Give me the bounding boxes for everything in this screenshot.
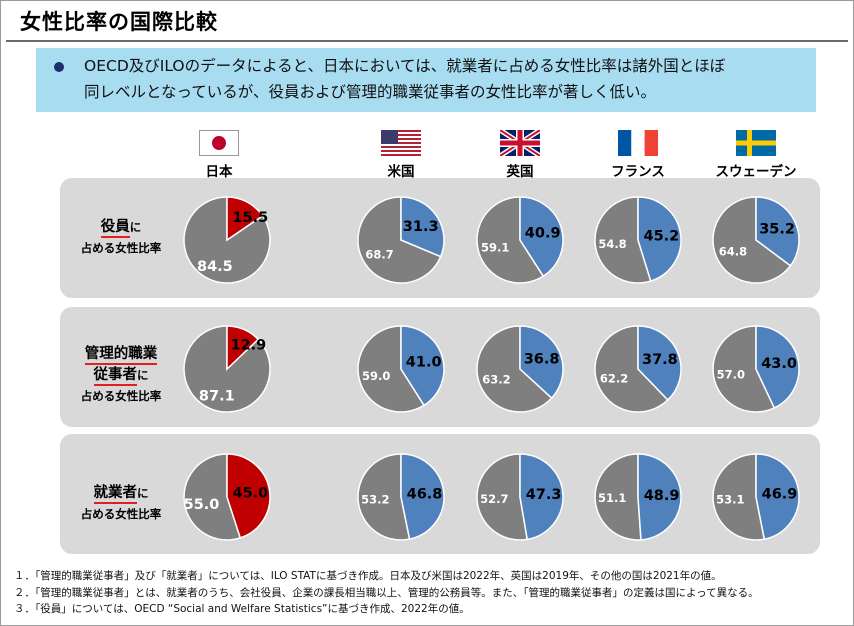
pie-slice-rest-workers-france: [594, 453, 642, 541]
pie-slice-female-workers-france: [637, 453, 682, 541]
data-label-female-executives-japan: 15.5: [232, 210, 268, 226]
row-label-main-2: 従事者: [93, 366, 137, 386]
row-label-suffix: に: [137, 486, 149, 500]
pie-slice-rest-managers-usa: [357, 325, 426, 413]
row-label-executives: 役員に 占める女性比率: [62, 216, 180, 258]
pie-slice-rest-workers-japan: [183, 453, 242, 541]
row-label-workers: 就業者に 占める女性比率: [62, 482, 180, 524]
country-label-uk: 英国: [506, 164, 534, 180]
data-label-female-workers-japan: 45.0: [233, 485, 269, 501]
sweden-flag-icon: [736, 130, 776, 156]
pie-slice-rest-executives-france: [594, 196, 652, 284]
pie-slice-female-workers-sweden: [755, 453, 800, 541]
data-label-female-managers-uk: 36.8: [524, 352, 560, 368]
data-label-female-managers-sweden: 43.0: [761, 356, 797, 372]
pie-slice-female-executives-france: [637, 196, 682, 282]
row-label-sub: 占める女性比率: [80, 240, 162, 255]
data-label-rest-executives-sweden: 64.8: [719, 245, 747, 259]
data-label-rest-workers-japan: 55.0: [184, 497, 220, 513]
country-label-france: フランス: [611, 164, 665, 180]
data-label-rest-workers-sweden: 53.1: [716, 493, 744, 507]
data-label-female-managers-usa: 41.0: [406, 354, 442, 370]
data-label-female-managers-japan: 12.9: [231, 337, 267, 353]
summary-banner: OECD及びILOのデータによると、日本においては、就業者に占める女性比率は諸外…: [36, 48, 816, 112]
data-label-rest-executives-uk: 59.1: [481, 240, 509, 254]
pie-slice-female-managers-usa: [400, 325, 445, 407]
france-flag-icon: [618, 130, 658, 156]
data-label-female-executives-usa: 31.3: [403, 219, 439, 235]
pie-slice-rest-managers-france: [594, 325, 669, 413]
data-label-rest-managers-france: 62.2: [600, 372, 628, 386]
title-divider: [6, 40, 848, 42]
data-label-female-workers-usa: 46.8: [407, 487, 443, 503]
summary-line-2: 同レベルとなっているが、役員および管理的職業従事者の女性比率が著しく低い。: [84, 83, 656, 101]
pie-slice-female-workers-usa: [400, 453, 445, 541]
footnote-3: ３．「役員」については、OECD “Social and Welfare Sta…: [14, 603, 470, 615]
row-label-main: 就業者: [93, 485, 137, 504]
data-label-female-executives-france: 45.2: [644, 228, 680, 244]
data-label-rest-workers-usa: 53.2: [361, 493, 389, 507]
footnotes: １．「管理的職業従事者」及び「就業者」については、ILO STATに基づき作成。…: [14, 568, 759, 618]
data-label-female-workers-uk: 47.3: [526, 487, 562, 503]
pie-slice-rest-workers-sweden: [712, 453, 766, 541]
row-label-main: 役員: [100, 219, 130, 238]
row-label-suffix: に: [137, 367, 149, 382]
pie-slice-female-managers-uk: [519, 325, 564, 400]
pie-slice-female-workers-uk: [519, 453, 564, 541]
row-label-sub: 占める女性比率: [80, 388, 162, 403]
data-label-rest-managers-sweden: 57.0: [717, 368, 745, 382]
data-label-female-managers-france: 37.8: [642, 352, 678, 368]
row-label-sub: 占める女性比率: [80, 506, 162, 521]
country-label-usa: 米国: [387, 164, 415, 180]
data-label-rest-managers-uk: 63.2: [482, 372, 510, 386]
data-label-rest-executives-usa: 68.7: [365, 247, 393, 261]
row-label-suffix: に: [129, 220, 142, 234]
pie-slice-female-managers-france: [637, 325, 682, 402]
summary-text: OECD及びILOのデータによると、日本においては、就業者に占める女性比率は諸外…: [84, 53, 804, 105]
data-label-rest-workers-uk: 52.7: [480, 492, 508, 506]
pie-slice-female-managers-japan: [226, 325, 260, 371]
pie-slice-rest-workers-uk: [476, 453, 529, 541]
uk-flag-icon: [500, 130, 540, 156]
pie-slice-female-managers-sweden: [755, 325, 800, 409]
bullet-icon: [54, 62, 64, 72]
data-label-rest-managers-usa: 59.0: [362, 369, 390, 383]
japan-flag-icon: [199, 130, 239, 156]
data-label-rest-executives-france: 54.8: [598, 237, 626, 251]
summary-line-1: OECD及びILOのデータによると、日本においては、就業者に占める女性比率は諸外…: [84, 57, 726, 75]
country-label-sweden: スウェーデン: [715, 164, 797, 180]
data-label-female-executives-sweden: 35.2: [759, 221, 795, 237]
data-label-female-workers-france: 48.9: [644, 488, 680, 504]
pie-slice-rest-managers-uk: [476, 325, 553, 413]
pie-slice-rest-executives-sweden: [712, 196, 792, 284]
country-label-japan: 日本: [205, 164, 233, 180]
pie-slice-rest-workers-usa: [357, 453, 411, 541]
data-label-rest-managers-japan: 87.1: [199, 389, 235, 405]
pie-slice-female-executives-sweden: [755, 196, 800, 267]
pie-slice-rest-executives-usa: [357, 196, 442, 284]
row-label-main: 管理的職業: [84, 346, 158, 365]
pie-slice-female-executives-uk: [519, 196, 564, 278]
pie-slice-rest-executives-uk: [476, 196, 545, 284]
data-label-female-workers-sweden: 46.9: [762, 487, 798, 503]
pie-slice-female-executives-japan: [226, 196, 264, 242]
usa-flag-icon: [381, 130, 421, 156]
data-label-rest-executives-japan: 84.5: [197, 259, 233, 275]
data-label-female-executives-uk: 40.9: [525, 225, 561, 241]
footnote-1: １．「管理的職業従事者」及び「就業者」については、ILO STATに基づき作成。…: [14, 570, 722, 582]
footnote-2: ２．「管理的職業従事者」とは、就業者のうち、会社役員、企業の課長相当職以上、管理…: [14, 586, 759, 599]
pie-slice-female-workers-japan: [226, 453, 271, 539]
data-label-rest-workers-france: 51.1: [598, 491, 626, 505]
row-label-managers: 管理的職業 従事者に 占める女性比率: [62, 343, 180, 405]
pie-slice-rest-managers-sweden: [712, 325, 776, 413]
pie-slice-female-executives-usa: [400, 196, 445, 258]
page-title: 女性比率の国際比較: [20, 10, 218, 34]
